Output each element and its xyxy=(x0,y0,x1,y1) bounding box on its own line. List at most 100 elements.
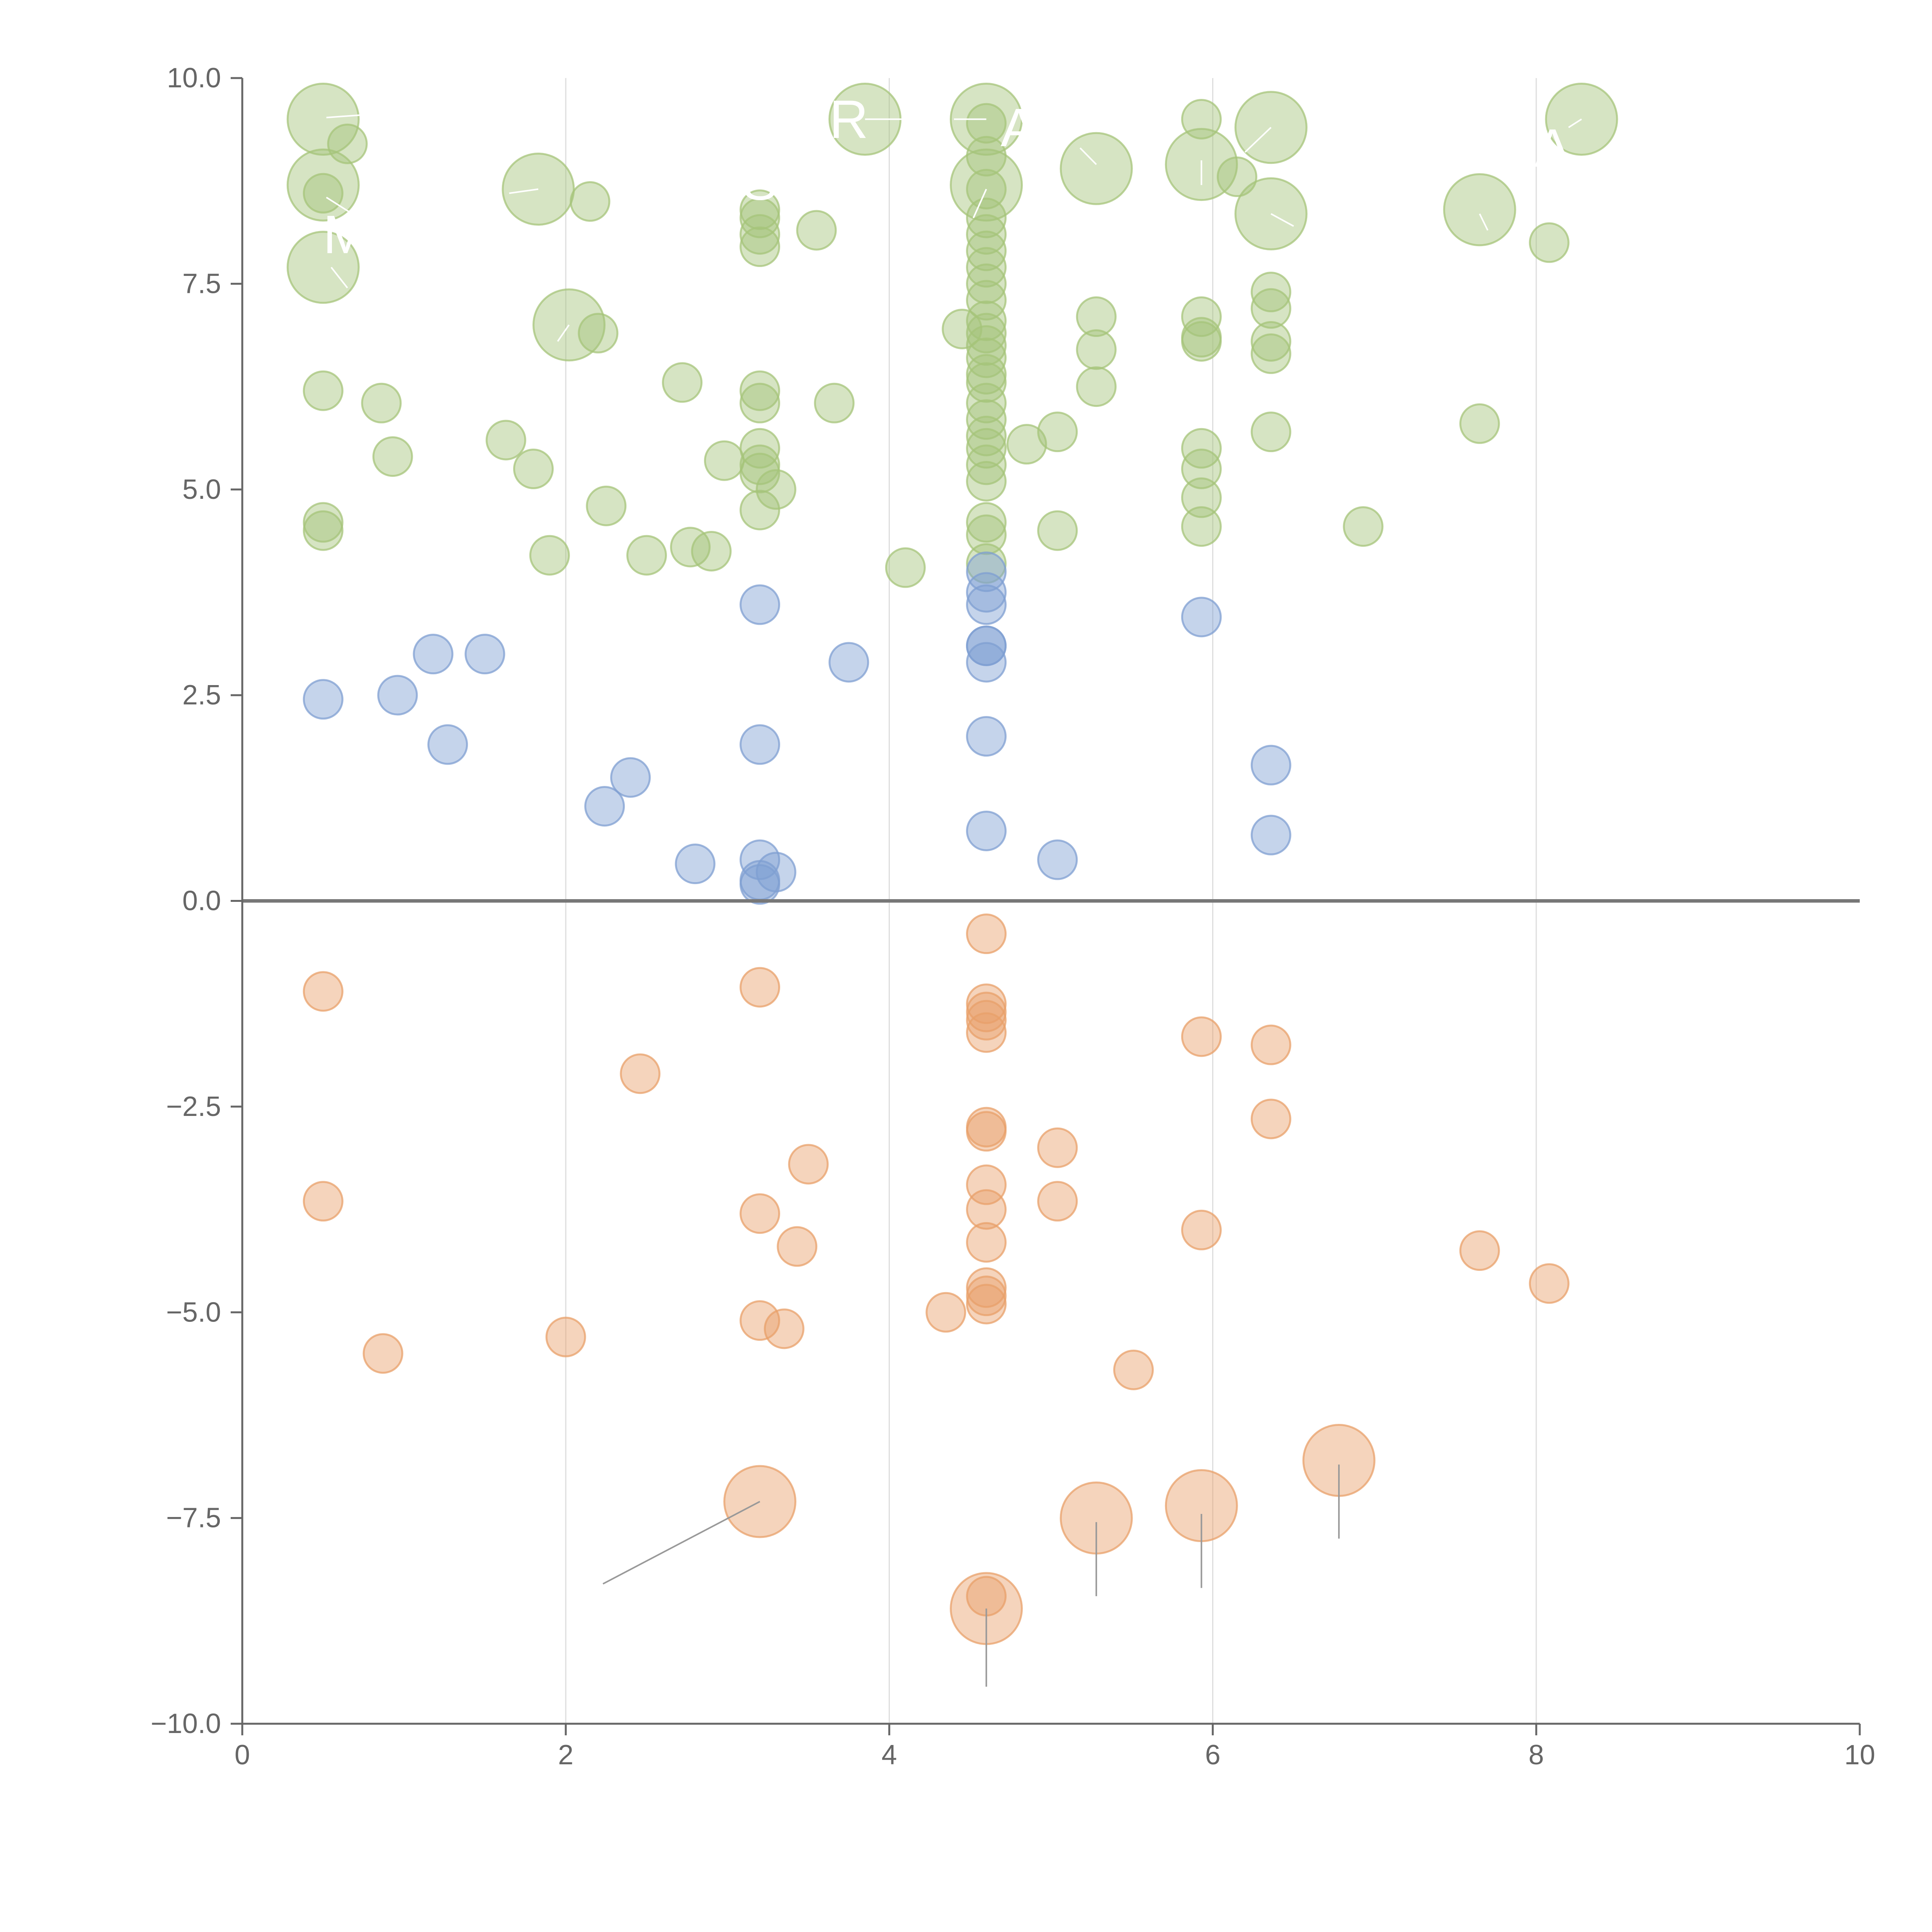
bubble-high xyxy=(662,362,703,403)
bubble-high xyxy=(966,103,1007,144)
bubble-high xyxy=(740,428,781,469)
bubble-high xyxy=(1250,333,1291,374)
bubble-high xyxy=(966,383,1007,423)
callout-line xyxy=(1079,147,1097,165)
bubble-high xyxy=(1006,424,1047,465)
y-tick-label: 10.0 xyxy=(167,63,221,94)
callout-line xyxy=(326,114,361,119)
bubble-high xyxy=(485,420,526,461)
callout-line xyxy=(973,189,987,218)
bubble-high xyxy=(1076,329,1117,370)
bubble-low xyxy=(966,1222,1007,1263)
bubble-low xyxy=(303,971,344,1012)
bubble-high xyxy=(966,197,1007,238)
bubble-low xyxy=(966,1164,1007,1205)
bubble-high xyxy=(1459,403,1500,444)
bubble-high xyxy=(966,543,1007,584)
bubble-high xyxy=(966,136,1007,177)
annotation-label: S xyxy=(742,151,778,211)
bubble-mid xyxy=(740,839,781,880)
bubble-high xyxy=(740,490,781,531)
bubble-low xyxy=(764,1308,804,1349)
bubble-high xyxy=(814,383,855,423)
bubble-high xyxy=(1037,412,1078,452)
bubble-mid xyxy=(413,634,454,675)
bubble-high xyxy=(966,263,1007,304)
callout-line xyxy=(330,267,348,289)
bubble-low xyxy=(777,1226,818,1267)
bubble-low xyxy=(966,1000,1007,1041)
callout-line xyxy=(602,1501,760,1585)
bubble-low xyxy=(1459,1230,1500,1271)
annotations: R A S MA A xyxy=(323,89,1571,265)
bubble-mid xyxy=(377,675,418,716)
bubble-low xyxy=(966,1276,1007,1316)
bubble-high xyxy=(740,383,781,423)
y-tick-label: 2.5 xyxy=(182,680,221,711)
bubble-high xyxy=(372,436,413,477)
bubble-mid xyxy=(610,757,651,798)
bubble-high xyxy=(626,535,667,576)
bubble-high xyxy=(586,485,627,526)
bubble-high xyxy=(1216,156,1257,197)
bubble-low xyxy=(1037,1181,1078,1222)
bubble-high xyxy=(1037,510,1078,551)
bubble-high xyxy=(740,370,781,411)
bubble-low xyxy=(966,913,1007,954)
bubble-high xyxy=(691,531,732,571)
bubble-high xyxy=(1250,321,1291,362)
bubble-high xyxy=(361,383,402,423)
x-tick-label: 6 xyxy=(1205,1740,1221,1770)
bubble-high xyxy=(966,502,1007,543)
bubble-high xyxy=(1250,288,1291,329)
bubble-high xyxy=(513,449,554,490)
x-tick-label: 4 xyxy=(881,1740,897,1770)
bubble-low xyxy=(966,1267,1007,1308)
bubble-high xyxy=(529,535,570,576)
bubble-high xyxy=(327,123,368,164)
bubble-low xyxy=(362,1333,403,1374)
bubble-high xyxy=(740,197,781,238)
bubble-mid xyxy=(675,844,716,884)
bubble-high xyxy=(670,527,711,568)
bubble-mid xyxy=(1250,745,1291,786)
x-tick-label: 10 xyxy=(1844,1740,1875,1770)
bubble-high xyxy=(1181,477,1222,518)
bubble-high xyxy=(966,230,1007,271)
bubble-high xyxy=(966,415,1007,456)
bubble-mid xyxy=(303,679,344,720)
bubble-high xyxy=(578,313,619,354)
bubble-low xyxy=(925,1292,966,1333)
bubble-high xyxy=(740,444,781,485)
bubble-high xyxy=(1181,296,1222,337)
bubble-low xyxy=(966,1111,1007,1152)
bubble-low xyxy=(966,983,1007,1024)
bubble-high xyxy=(1343,506,1384,547)
bubble-low xyxy=(966,1189,1007,1230)
bubble-high xyxy=(966,428,1007,469)
bubble-high xyxy=(966,514,1007,555)
bubble-high xyxy=(1181,321,1222,362)
bubble-high xyxy=(704,440,745,481)
bubble-mid xyxy=(966,584,1007,625)
y-tick-label: 5.0 xyxy=(182,474,221,505)
bubble-high xyxy=(1076,296,1117,337)
bubble-high xyxy=(966,300,1007,341)
annotation-label: R xyxy=(829,89,868,150)
callout-line xyxy=(1479,213,1489,231)
bubble-high xyxy=(966,461,1007,502)
bubble-high xyxy=(950,148,1023,222)
x-tick-label: 2 xyxy=(558,1740,573,1770)
axes: −10.0 −7.5 −5.0 −2.5 0.0 2.5 5.0 7.5 10.0 0 2 4 6 8 10 xyxy=(151,63,1875,1770)
annotation-label: MA xyxy=(323,204,405,265)
bubble-high xyxy=(1443,173,1516,247)
callout-line xyxy=(509,188,539,194)
bubble-high xyxy=(966,354,1007,395)
bubble-high xyxy=(966,325,1007,366)
bubble-low xyxy=(740,967,781,1008)
bubble-high xyxy=(1181,506,1222,547)
bubble-low xyxy=(1181,1016,1222,1057)
bubble-mid xyxy=(584,786,625,827)
